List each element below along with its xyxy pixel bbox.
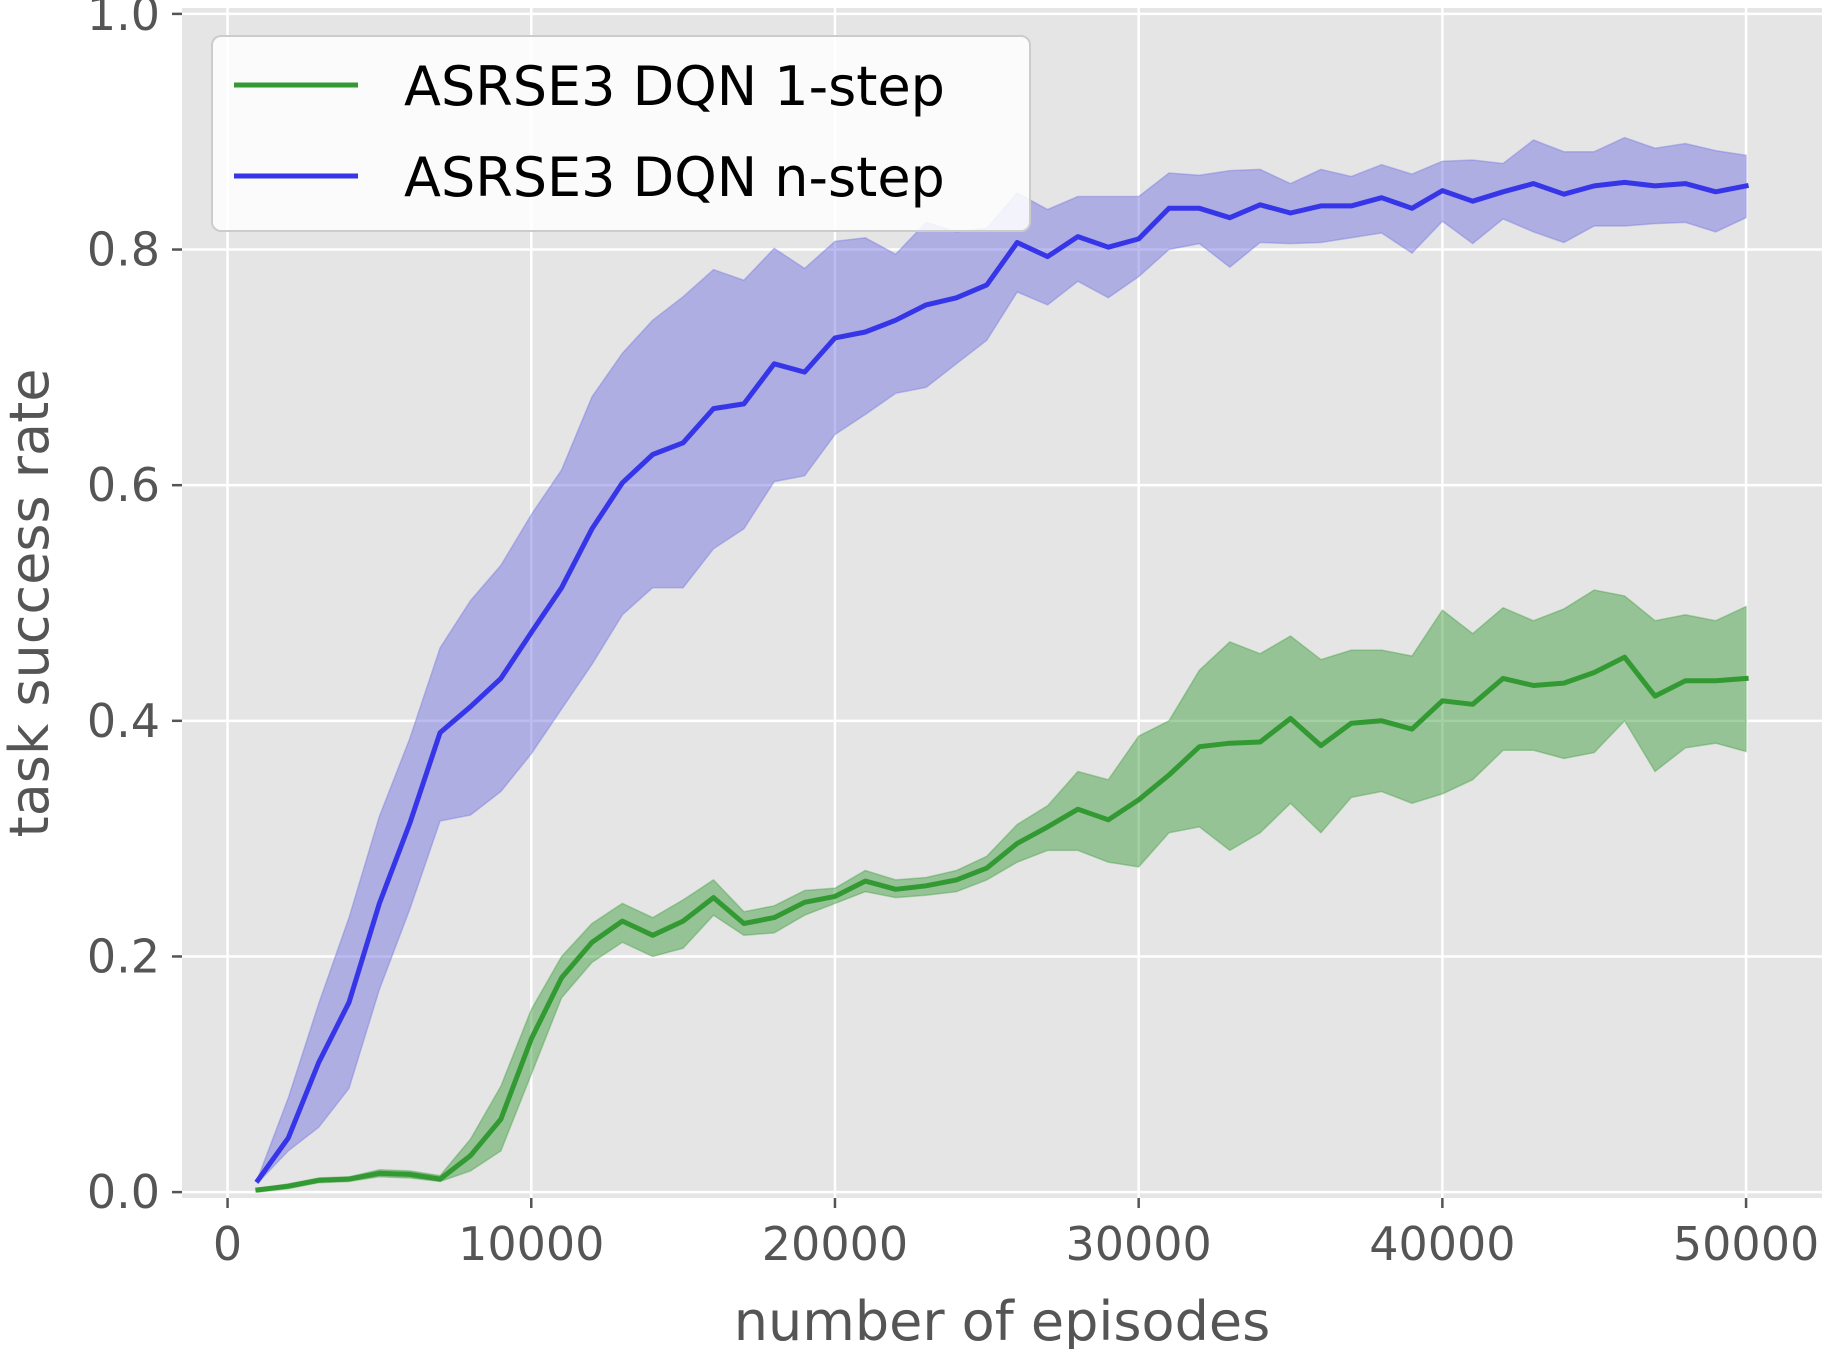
axis-ticks: 0 10000 20000 30000 40000 50000 0.0 0.2 0.4 0.6 0.…: [87, 0, 1819, 1271]
line-series-1: [255, 654, 1749, 1193]
confidence-band-series-1: [257, 589, 1747, 1193]
x-axis-label: number of episodes: [734, 1290, 1270, 1349]
confidence-bands: [257, 136, 1747, 1193]
legend-label-series-1: ASRSE3 DQN 1-step: [404, 55, 945, 118]
y-tick-label: 0.4: [87, 694, 160, 748]
y-tick-label: 0.6: [87, 458, 160, 512]
legend-label-series-2: ASRSE3 DQN n-step: [404, 146, 945, 209]
y-tick-label: 0.2: [87, 929, 160, 983]
x-tick-label: 50000: [1673, 1217, 1819, 1271]
x-tick-label: 30000: [1065, 1217, 1211, 1271]
legend-box: [211, 35, 1031, 232]
x-tick-label: 0: [213, 1217, 242, 1271]
confidence-band-series-2: [257, 136, 1747, 1185]
line-series-2: [254, 179, 1750, 1184]
series-lines: [254, 179, 1750, 1193]
x-tick-label: 20000: [762, 1217, 908, 1271]
y-axis-label: task success rate: [0, 369, 61, 838]
x-tick-label: 10000: [458, 1217, 604, 1271]
y-tick-label: 0.8: [87, 223, 160, 277]
y-tick-label: 0.0: [87, 1165, 160, 1219]
x-tick-label: 40000: [1369, 1217, 1515, 1271]
y-tick-label: 1.0: [87, 0, 160, 41]
legend: ASRSE3 DQN 1-step ASRSE3 DQN n-step: [211, 35, 1031, 232]
